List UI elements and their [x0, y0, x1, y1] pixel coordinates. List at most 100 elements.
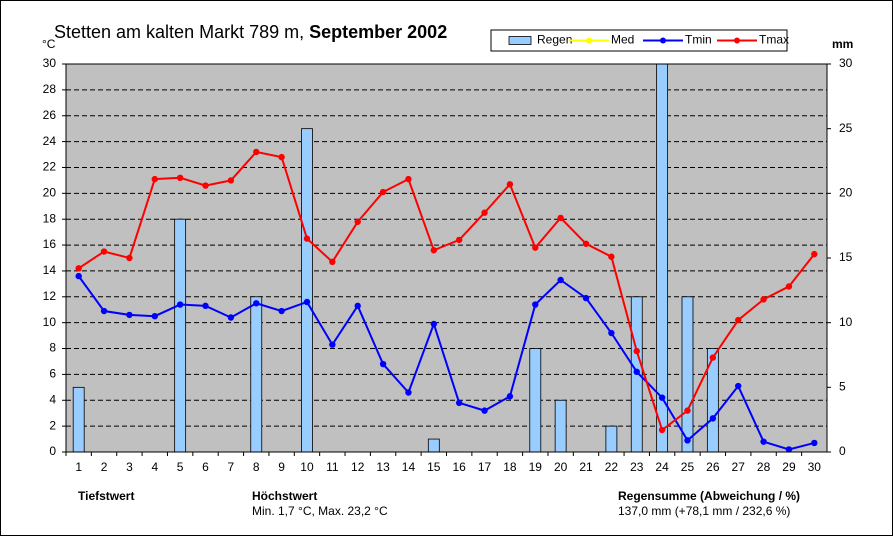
y-tick-label: 20 [43, 186, 57, 200]
x-tick-label: 12 [351, 460, 365, 474]
legend-swatch [508, 36, 532, 45]
x-tick-label: 22 [605, 460, 619, 474]
footer-text: 137,0 mm (+78,1 mm / 232,6 %) [618, 504, 790, 518]
legend-label: Tmax [759, 33, 789, 47]
footer-label: Höchstwert [252, 489, 317, 503]
point [582, 294, 590, 302]
y-tick-label: 18 [43, 211, 57, 225]
x-tick-label: 26 [706, 460, 720, 474]
y-tick-label: 6 [49, 367, 56, 381]
point [582, 240, 590, 247]
y2-tick-label: 25 [839, 121, 853, 135]
point [684, 437, 691, 444]
point [354, 218, 361, 225]
legend [490, 29, 788, 52]
point [760, 438, 767, 445]
bar [554, 399, 567, 453]
point [100, 307, 108, 315]
bar [529, 348, 542, 453]
line [78, 150, 816, 432]
x-tick-label: 2 [101, 460, 108, 474]
bar [250, 296, 263, 453]
point [75, 272, 82, 280]
point [278, 307, 285, 315]
point [785, 283, 793, 290]
y2-tick-label: 30 [839, 56, 853, 70]
point [481, 407, 488, 414]
y-tick-label: 22 [43, 160, 57, 174]
x-tick-label: 30 [808, 460, 822, 474]
point [253, 300, 260, 307]
x-tick-label: 25 [681, 460, 695, 474]
point [329, 341, 336, 348]
point [557, 214, 564, 222]
point [785, 446, 793, 453]
point [278, 153, 285, 161]
y2-tick-label: 20 [839, 186, 853, 200]
legend-marker [734, 37, 740, 44]
point [405, 175, 412, 183]
x-tick-label: 20 [554, 460, 568, 474]
point [811, 439, 818, 447]
x-tick-label: 18 [503, 460, 517, 474]
y-tick-label: 8 [49, 341, 56, 355]
x-tick-label: 16 [453, 460, 467, 474]
point [202, 302, 209, 310]
point [709, 415, 717, 422]
point [811, 250, 818, 258]
point [176, 174, 184, 182]
legend-marker [660, 37, 666, 44]
bar [605, 425, 618, 453]
point [532, 301, 539, 308]
y-tick-label: 2 [49, 418, 56, 432]
point [735, 382, 742, 390]
point [608, 329, 615, 337]
x-tick-label: 29 [782, 460, 796, 474]
plot-area [66, 64, 827, 452]
y2-tick-label: 0 [839, 444, 846, 458]
legend-label: Regen [537, 33, 572, 47]
y-tick-label: 4 [49, 392, 56, 406]
y2-tick-label: 10 [839, 315, 853, 329]
point [151, 175, 158, 183]
x-tick-label: 5 [177, 460, 184, 474]
y2-axis-label: mm [832, 37, 853, 51]
x-tick-label: 7 [228, 460, 235, 474]
y-tick-label: 26 [43, 108, 57, 122]
x-tick-label: 28 [757, 460, 771, 474]
point [506, 393, 514, 400]
y2-tick-label: 15 [839, 250, 853, 264]
y2-tick-label: 5 [839, 380, 846, 394]
point [303, 298, 311, 306]
point [253, 148, 260, 156]
y-tick-label: 16 [43, 237, 57, 251]
point [303, 235, 311, 242]
point [709, 354, 717, 361]
x-tick-label: 11 [326, 460, 339, 474]
legend-label: Tmin [685, 33, 712, 47]
point [176, 301, 184, 308]
bar [301, 128, 313, 453]
point [202, 182, 209, 189]
bar [174, 218, 187, 453]
point [658, 394, 666, 401]
point [684, 407, 691, 414]
point [455, 399, 463, 407]
y-tick-label: 12 [43, 289, 57, 303]
y-axis-label: °C [42, 37, 56, 51]
y-tick-label: 14 [43, 263, 57, 277]
point [481, 209, 488, 216]
point [608, 253, 615, 260]
x-tick-label: 17 [478, 460, 492, 474]
x-tick-label: 27 [732, 460, 746, 474]
x-tick-label: 23 [630, 460, 644, 474]
bar [681, 296, 694, 453]
x-tick-label: 15 [427, 460, 441, 474]
point [455, 236, 463, 244]
x-tick-label: 6 [202, 460, 209, 474]
footer-label: Regensumme (Abweichung / %) [618, 489, 800, 503]
y-tick-label: 28 [43, 82, 57, 96]
footer-label: Tiefstwert [78, 489, 134, 503]
point [633, 347, 640, 355]
point [126, 254, 133, 262]
